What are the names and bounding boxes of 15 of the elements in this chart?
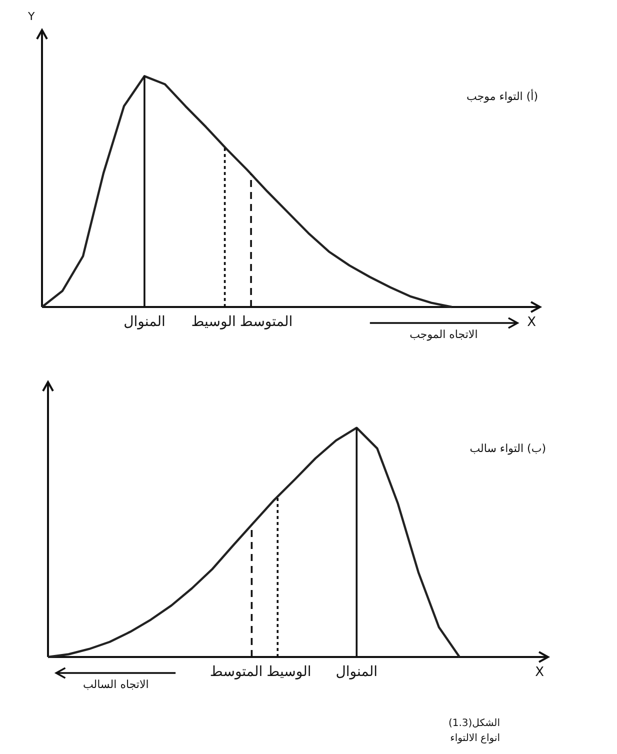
text: الوسيط — [266, 664, 312, 680]
text: الوسيط — [191, 314, 236, 330]
x-axis-title: X — [535, 665, 544, 680]
text: الشكل(1.3) — [448, 718, 500, 729]
text: المتوسط — [210, 664, 263, 680]
text: المنوال — [336, 664, 378, 680]
text: الاتجاه الموجب — [410, 328, 478, 341]
x-axis-title: X — [527, 315, 536, 330]
text: (أ) التواء موجب — [466, 89, 538, 103]
text: الاتجاه السالب — [82, 678, 149, 691]
y-axis-title: Y — [27, 10, 35, 23]
text: المتوسط — [240, 314, 293, 330]
text: (ب) التواء سالب — [470, 442, 546, 455]
text: انواع الالتواء — [450, 733, 500, 744]
text: المنوال — [124, 314, 166, 330]
